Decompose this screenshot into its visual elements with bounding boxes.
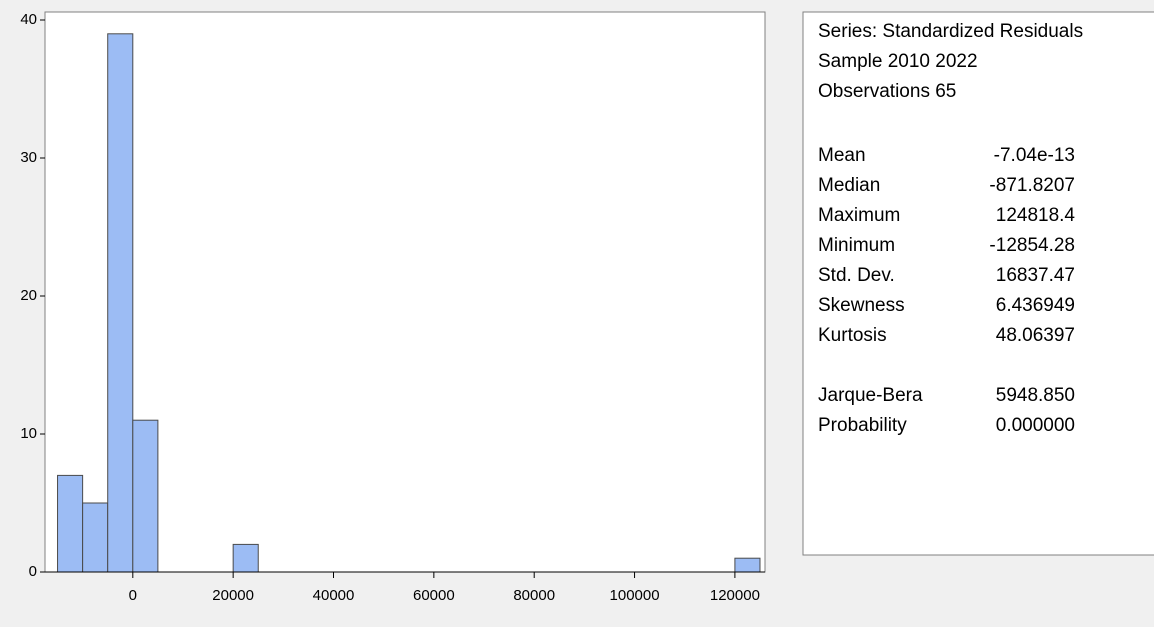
stat-label: Maximum [818, 205, 900, 226]
bar [57, 474, 84, 573]
stat-value: 5948.850 [996, 385, 1075, 406]
y-tick-label: 30 [20, 149, 37, 166]
stats-header: Observations 65 [818, 81, 956, 102]
bar [132, 419, 159, 573]
stat-label: Mean [818, 145, 866, 166]
stat-value: -7.04e-13 [994, 145, 1075, 166]
plot-area [44, 11, 766, 573]
x-tick-label: 60000 [413, 587, 455, 604]
y-tick-label: 20 [20, 287, 37, 304]
bar [107, 33, 134, 573]
stat-label: Minimum [818, 235, 895, 256]
bar [734, 557, 761, 573]
stat-value: -871.8207 [989, 175, 1075, 196]
stats-header: Series: Standardized Residuals [818, 21, 1083, 42]
histogram: 0 10 20 30 40 0 20000 40000 60000 80000 100000 1200… [20, 11, 765, 604]
stat-label: Std. Dev. [818, 265, 895, 286]
x-tick-label: 0 [129, 587, 137, 604]
stat-label: Kurtosis [818, 325, 887, 346]
bar [82, 502, 109, 573]
stat-value: -12854.28 [989, 235, 1075, 256]
y-tick-label: 10 [20, 425, 37, 442]
stat-label: Skewness [818, 295, 905, 316]
stat-value: 6.436949 [996, 295, 1075, 316]
stat-label: Median [818, 175, 880, 196]
bar [232, 543, 259, 573]
x-tick-label: 20000 [212, 587, 254, 604]
stats-panel: Series: Standardized Residuals Sample 201… [818, 21, 1083, 436]
stat-value: 16837.47 [996, 265, 1075, 286]
stat-label: Probability [818, 415, 907, 436]
x-tick-label: 120000 [710, 587, 760, 604]
x-tick-label: 80000 [513, 587, 555, 604]
stat-value: 48.06397 [996, 325, 1075, 346]
stat-label: Jarque-Bera [818, 385, 923, 406]
y-tick-label: 0 [29, 563, 37, 580]
x-tick-label: 100000 [610, 587, 660, 604]
stat-value: 124818.4 [996, 205, 1076, 226]
y-tick-label: 40 [20, 11, 37, 28]
stat-value: 0.000000 [996, 415, 1075, 436]
stats-box [802, 11, 1154, 556]
stats-header: Sample 2010 2022 [818, 51, 978, 72]
x-tick-label: 40000 [313, 587, 355, 604]
